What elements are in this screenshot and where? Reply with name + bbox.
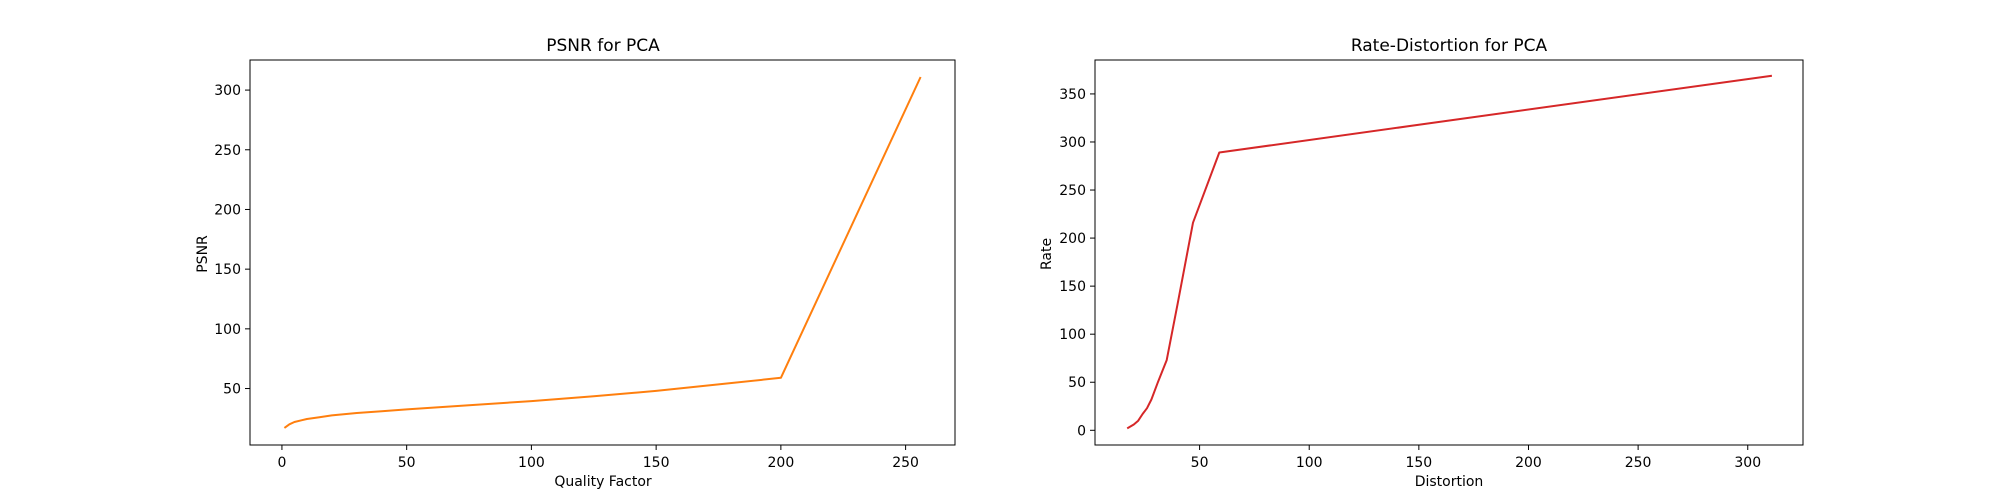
chart-title: Rate-Distortion for PCA [1351, 36, 1548, 56]
x-tick-label: 200 [768, 455, 795, 471]
y-tick-label: 350 [1059, 87, 1086, 103]
y-tick-label: 100 [214, 322, 241, 338]
x-tick-label: 100 [1296, 455, 1323, 471]
x-tick-label: 0 [277, 455, 286, 471]
y-tick-label: 150 [1059, 279, 1086, 295]
x-axis-label: Distortion [1415, 474, 1484, 490]
y-tick-label: 50 [223, 382, 241, 398]
y-tick-label: 250 [1059, 183, 1086, 199]
y-tick-label: 150 [214, 262, 241, 278]
x-tick-label: 300 [1734, 455, 1761, 471]
x-tick-label: 100 [518, 455, 545, 471]
plot-area: 50 100 150 200 250 300 0 50 100 150 200 250 300 350 [1059, 74, 1773, 471]
y-tick-label: 200 [214, 202, 241, 218]
x-tick-label: 250 [1625, 455, 1652, 471]
y-tick-label: 0 [1077, 423, 1086, 439]
y-tick-label: 300 [1059, 135, 1086, 151]
y-tick-label: 200 [1059, 231, 1086, 247]
series-line [283, 76, 922, 429]
x-tick-label: 150 [643, 455, 670, 471]
x-tick-label: 150 [1405, 455, 1432, 471]
x-tick-label: 200 [1515, 455, 1542, 471]
y-tick-label: 250 [214, 143, 241, 159]
x-axis-label: Quality Factor [554, 474, 652, 490]
series-line [1126, 74, 1773, 430]
y-axis-label: PSNR [195, 235, 211, 273]
psnr-chart: PSNR for PCA 0 50 100 150 200 250 50 100 150 200 2… [195, 36, 956, 490]
axes-frame [249, 59, 956, 446]
axes-frame [1094, 59, 1804, 446]
chart-title: PSNR for PCA [546, 36, 660, 56]
rate-distortion-chart: Rate-Distortion for PCA 50 100 150 200 250 30… [1039, 36, 1804, 490]
x-tick-label: 50 [1191, 455, 1209, 471]
x-tick-label: 250 [892, 455, 919, 471]
y-axis-label: Rate [1039, 238, 1055, 270]
x-tick-label: 50 [398, 455, 416, 471]
y-tick-label: 100 [1059, 327, 1086, 343]
y-tick-label: 50 [1068, 375, 1086, 391]
y-tick-label: 300 [214, 83, 241, 99]
plot-area: 0 50 100 150 200 250 50 100 150 200 250 300 [214, 76, 922, 471]
